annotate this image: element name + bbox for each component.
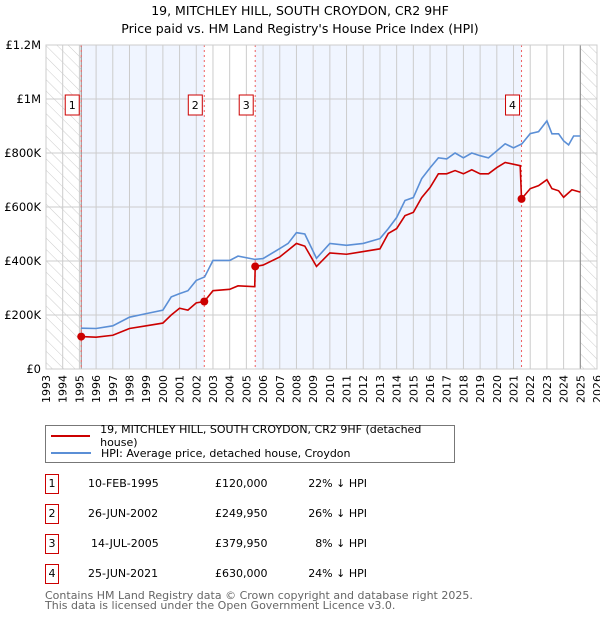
sale-label-number: 3 xyxy=(243,99,250,112)
sale-row: 2 26-JUN-2002 £249,950 26% ↓ HPI xyxy=(45,504,445,524)
x-tick-label: 2017 xyxy=(441,375,454,403)
sale-row: 3 14-JUL-2005 £379,950 8% ↓ HPI xyxy=(45,534,445,554)
sale-label-number: 1 xyxy=(69,99,76,112)
footer-licence: This data is licensed under the Open Gov… xyxy=(45,599,396,612)
legend-swatch-hpi xyxy=(51,452,91,454)
sale-date: 26-JUN-2002 xyxy=(88,507,159,520)
x-tick-label: 2020 xyxy=(491,375,504,403)
x-tick-label: 1995 xyxy=(73,375,86,403)
x-tick-label: 2000 xyxy=(157,375,170,403)
sale-label-box xyxy=(187,94,203,116)
sale-number: 2 xyxy=(45,504,59,524)
x-tick-label: 2022 xyxy=(524,375,537,403)
y-tick-label: £800K xyxy=(4,146,41,160)
legend: 19, MITCHLEY HILL, SOUTH CROYDON, CR2 9H… xyxy=(45,423,455,463)
y-tick-label: £1.2M xyxy=(5,38,41,52)
x-tick-label: 2023 xyxy=(541,375,554,403)
sale-label-box xyxy=(505,94,521,116)
x-tick-label: 2014 xyxy=(391,375,404,403)
sale-label-number: 2 xyxy=(192,99,199,112)
sale-label-number: 4 xyxy=(509,99,516,112)
legend-label-hpi: HPI: Average price, detached house, Croy… xyxy=(101,446,351,460)
sale-hpi-diff: 24% ↓ HPI xyxy=(308,567,367,580)
x-tick-label: 2025 xyxy=(574,375,587,403)
x-tick-label: 2009 xyxy=(307,375,320,403)
x-tick-label: 2007 xyxy=(274,375,287,403)
sale-price: £120,000 xyxy=(215,477,268,490)
sale-number: 3 xyxy=(45,534,59,554)
x-tick-label: 2024 xyxy=(558,375,571,403)
x-tick-label: 2012 xyxy=(357,375,370,403)
x-tick-label: 1999 xyxy=(140,375,153,403)
chart-subtitle: Price paid vs. HM Land Registry's House … xyxy=(121,21,479,36)
y-tick-label: £200K xyxy=(4,308,41,322)
plot-frame xyxy=(45,44,598,370)
sale-date: 25-JUN-2021 xyxy=(88,567,159,580)
legend-swatch-property xyxy=(51,435,91,437)
x-tick-label: 2003 xyxy=(207,375,220,403)
sale-label-box xyxy=(64,94,80,116)
x-tick-label: 2004 xyxy=(224,375,237,403)
x-tick-label: 2026 xyxy=(591,375,600,403)
sale-price: £379,950 xyxy=(215,537,268,550)
x-tick-label: 2018 xyxy=(457,375,470,403)
x-tick-label: 1993 xyxy=(40,375,53,403)
property-price-line xyxy=(81,161,581,338)
x-tick-label: 1994 xyxy=(57,375,70,403)
sale-hpi-diff: 8% ↓ HPI xyxy=(315,537,367,550)
sale-price: £249,950 xyxy=(215,507,268,520)
x-tick-label: 2019 xyxy=(474,375,487,403)
x-tick-label: 2005 xyxy=(240,375,253,403)
chart-title: 19, MITCHLEY HILL, SOUTH CROYDON, CR2 9H… xyxy=(151,3,449,18)
sale-hpi-diff: 26% ↓ HPI xyxy=(308,507,367,520)
sale-date: 14-JUL-2005 xyxy=(91,537,159,550)
x-tick-label: 2001 xyxy=(174,375,187,403)
sale-date: 10-FEB-1995 xyxy=(88,477,159,490)
y-tick-label: £0 xyxy=(26,362,41,376)
sale-hpi-diff: 22% ↓ HPI xyxy=(308,477,367,490)
sale-number: 1 xyxy=(45,474,59,494)
x-tick-label: 2016 xyxy=(424,375,437,403)
sale-point xyxy=(251,262,260,271)
plot-area: 1993 1994 1995 1996 1997 1998 1999 2000 2001 2002… xyxy=(4,38,600,403)
x-tick-label: 2006 xyxy=(257,375,270,403)
footer-copyright: Contains HM Land Registry data © Crown c… xyxy=(45,589,473,602)
sale-row: 1 10-FEB-1995 £120,000 22% ↓ HPI xyxy=(45,474,445,494)
x-tick-label: 2011 xyxy=(341,375,354,403)
sale-point xyxy=(200,297,209,306)
y-tick-label: £400K xyxy=(4,254,41,268)
x-tick-label: 2021 xyxy=(508,375,521,403)
legend-label-property: 19, MITCHLEY HILL, SOUTH CROYDON, CR2 9H… xyxy=(100,423,422,449)
x-tick-label: 1996 xyxy=(90,375,103,403)
sale-price: £630,000 xyxy=(215,567,268,580)
x-tick-label: 2010 xyxy=(324,375,337,403)
sale-number: 4 xyxy=(45,564,59,584)
sale-point xyxy=(77,332,86,341)
sale-row: 4 25-JUN-2021 £630,000 24% ↓ HPI xyxy=(45,564,445,584)
x-tick-label: 2015 xyxy=(407,375,420,403)
y-tick-label: £1M xyxy=(16,92,41,106)
x-tick-label: 2008 xyxy=(290,375,303,403)
sale-point xyxy=(517,194,526,203)
sale-label-box xyxy=(238,94,254,116)
x-tick-label: 2002 xyxy=(190,375,203,403)
x-tick-label: 1997 xyxy=(107,375,120,403)
x-tick-label: 1998 xyxy=(123,375,136,403)
y-tick-label: £600K xyxy=(4,200,41,214)
x-tick-label: 2013 xyxy=(374,375,387,403)
hpi-line xyxy=(81,119,581,330)
